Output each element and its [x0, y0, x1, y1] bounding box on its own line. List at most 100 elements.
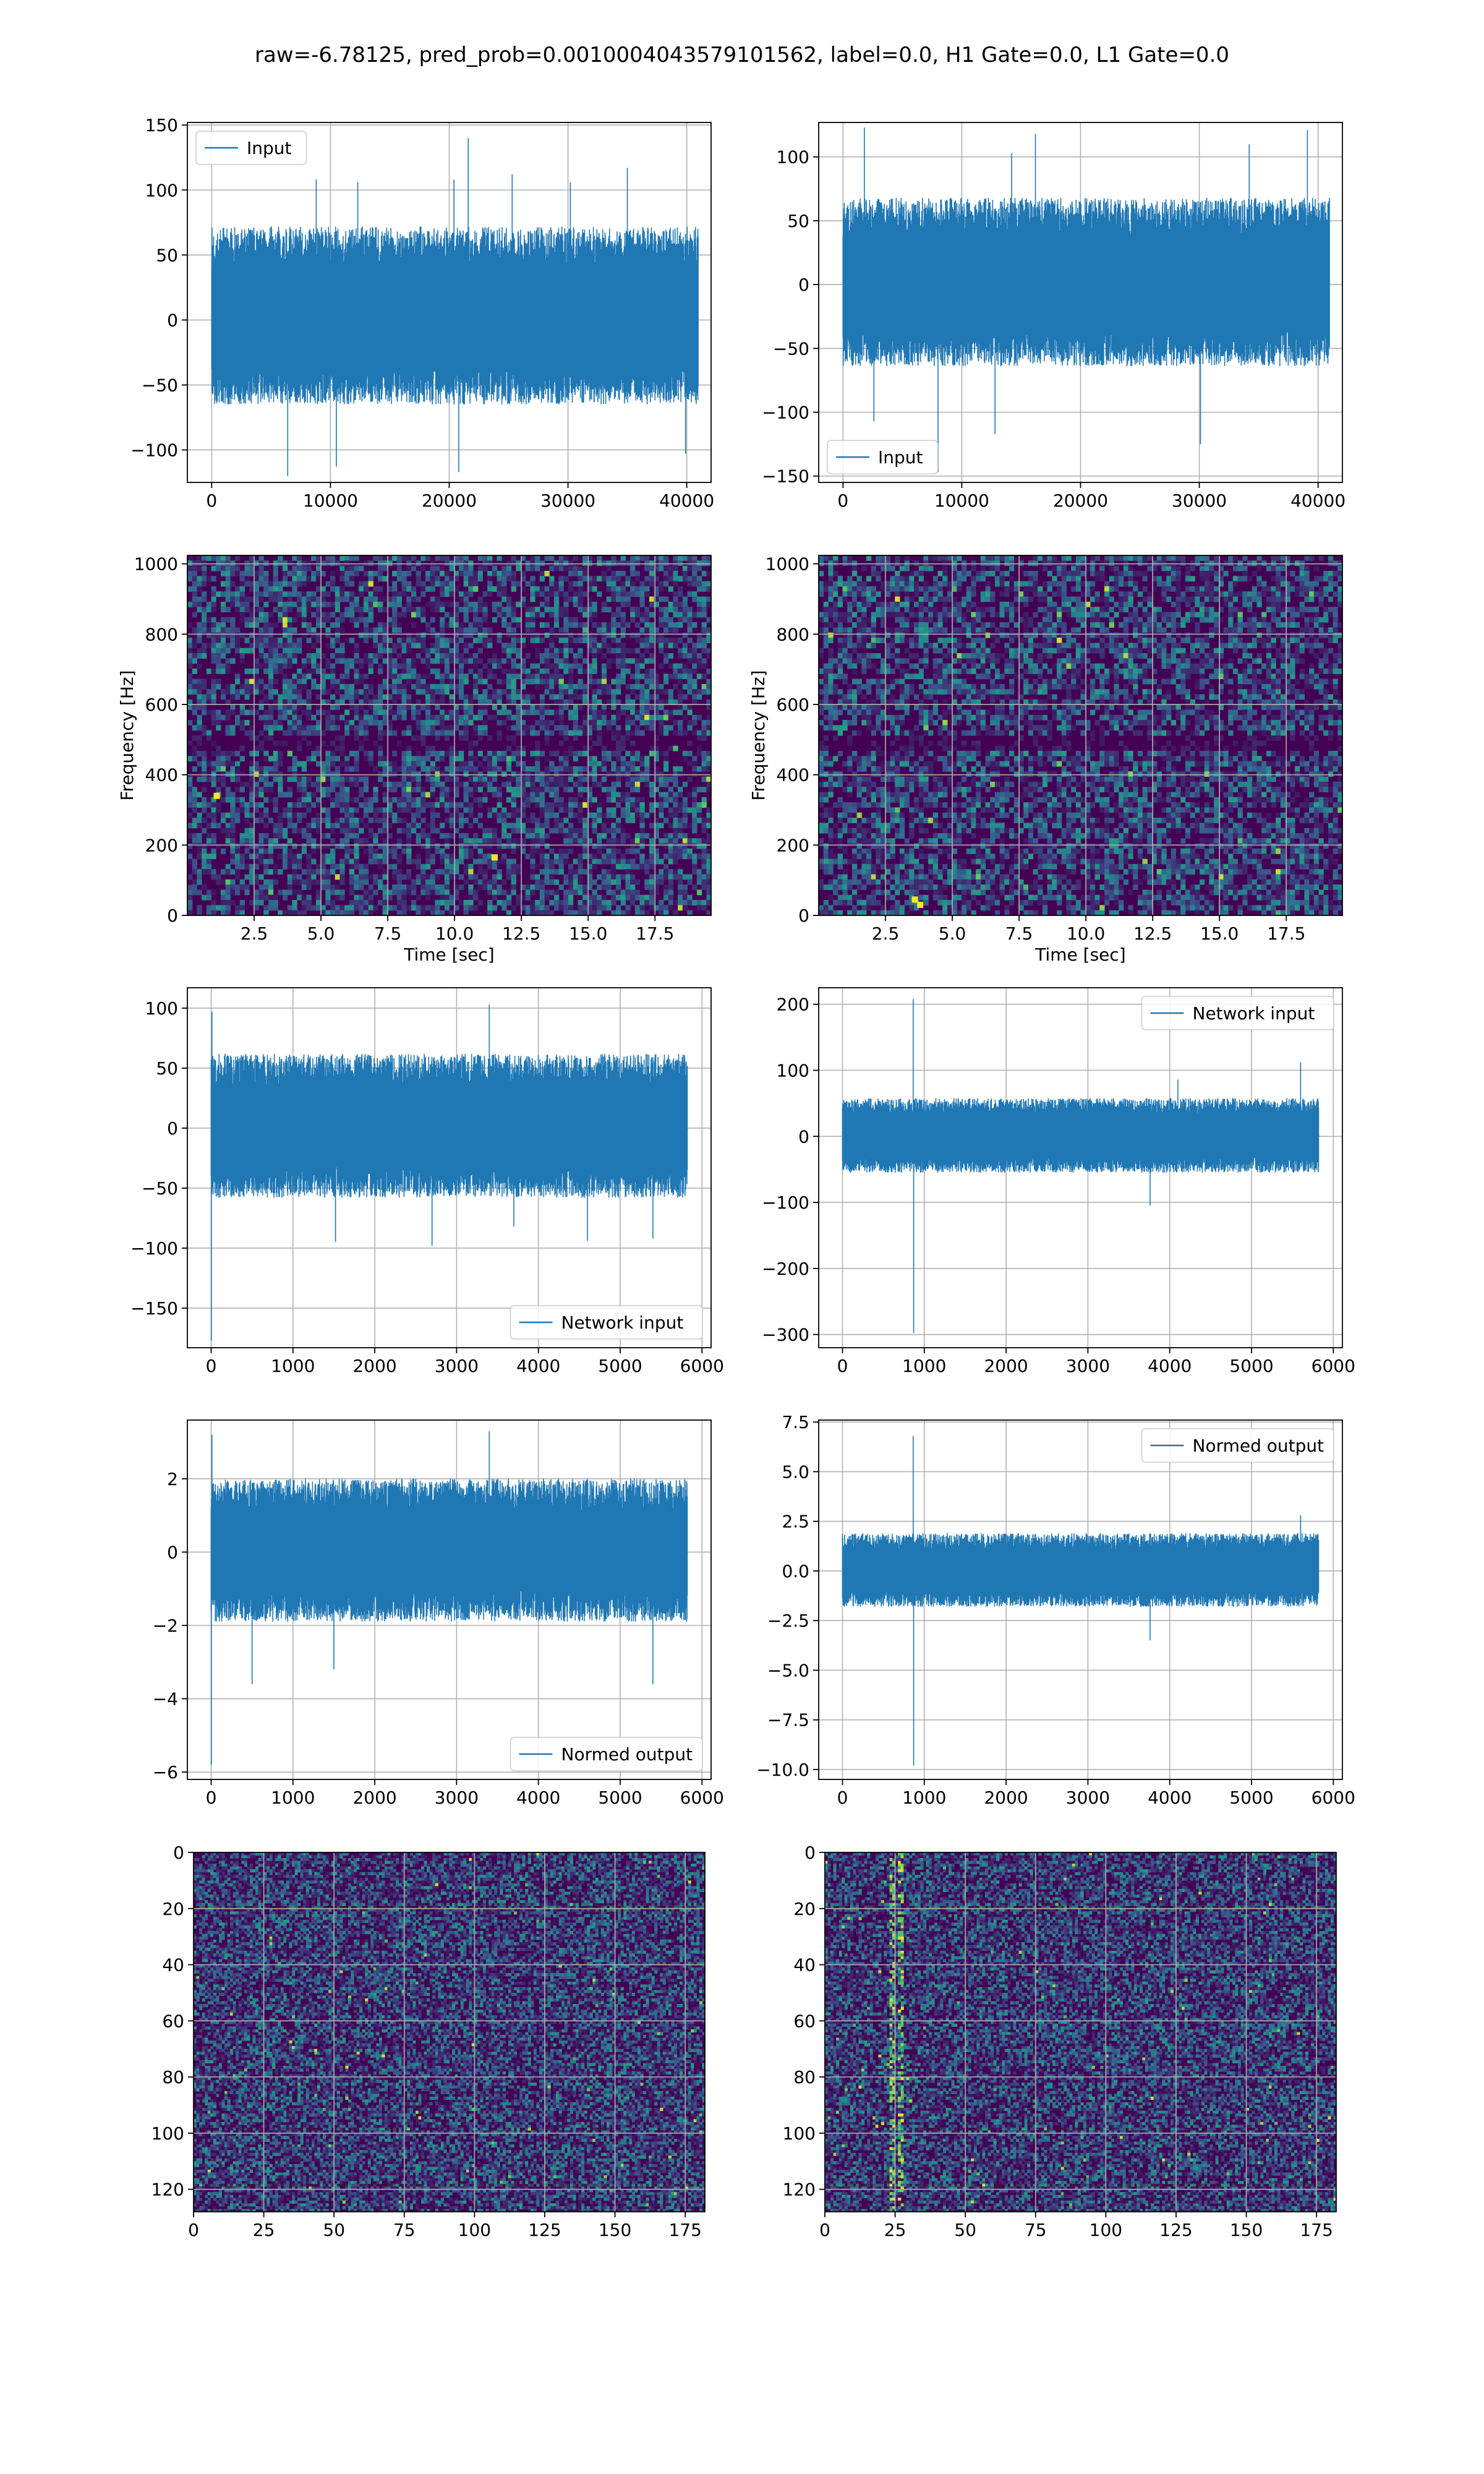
- legend-box: [827, 440, 939, 474]
- heatmap-cells: [194, 1852, 705, 2212]
- subplot-l1_network_input: 0 1000 2000 3000 4000 5000 6000 −300 −200 −100 0 10…: [762, 987, 1355, 1376]
- series-line-input: [842, 127, 1330, 473]
- x-axis-label: Time [sec]: [403, 944, 494, 965]
- hot-spot-0: [917, 901, 924, 908]
- y-tick-label: 200: [777, 995, 809, 1015]
- y-tick-label: −150: [130, 1298, 178, 1319]
- x-tick-label: 3000: [1066, 1356, 1110, 1376]
- y-tick-label: 60: [162, 2011, 184, 2031]
- x-tick-label: 10.0: [435, 923, 474, 944]
- subplot-l1_spectrogram: 2.5 5.0 7.5 10.0 12.5 15.0 17.5 0 200 400 600 800 10…: [748, 554, 1343, 965]
- y-axis: −150 −100 −50 0 50 100: [762, 147, 819, 487]
- heatmap-cells: [819, 555, 1342, 915]
- heatmap-cells: [187, 555, 711, 915]
- y-tick-label: −50: [773, 338, 809, 359]
- axes-frame: [193, 1852, 706, 2212]
- legend-label: Normed output: [1193, 1436, 1324, 1456]
- series-line-network-input: [210, 1004, 688, 1341]
- hot-spot-0: [491, 854, 498, 861]
- y-tick-label: 0: [167, 905, 178, 926]
- y-tick-label: 100: [145, 180, 178, 200]
- x-tick-label: 175: [668, 2220, 701, 2240]
- y-tick-label: 600: [777, 695, 809, 715]
- y-tick-label: 120: [783, 2180, 816, 2200]
- x-tick-label: 17.5: [1267, 923, 1305, 944]
- y-tick-label: 60: [793, 2011, 816, 2031]
- y-tick-label: 100: [777, 1060, 809, 1081]
- y-axis: −10.0 −7.5 −5.0 −2.5 0.0 2.5 5.0 7.5: [756, 1412, 819, 1780]
- x-tick-label: 3000: [435, 1787, 479, 1808]
- x-axis: 0 10000 20000 30000 40000: [206, 482, 714, 511]
- x-tick-label: 50: [954, 2220, 976, 2240]
- x-tick-label: 0: [837, 490, 848, 511]
- x-tick-label: 2000: [984, 1356, 1028, 1376]
- axes-frame: [824, 1852, 1337, 2212]
- series-line-input: [211, 138, 699, 476]
- x-tick-label: 0: [206, 1787, 217, 1808]
- y-tick-label: 600: [145, 695, 178, 715]
- plot-area: [187, 555, 711, 915]
- x-tick-label: 3000: [435, 1356, 479, 1376]
- plot-area: [819, 1420, 1342, 1779]
- series-line-normed-output: [842, 1436, 1320, 1766]
- figure-suptitle: raw=-6.78125, pred_prob=0.00100040435791…: [255, 43, 1229, 67]
- x-tick-label: 7.5: [1005, 923, 1033, 944]
- y-tick-label: −4: [153, 1689, 178, 1710]
- x-tick-label: 4000: [1148, 1356, 1192, 1376]
- legend-box: [510, 1305, 703, 1340]
- plot-area: [194, 1852, 705, 2212]
- x-tick-label: 0: [188, 2220, 199, 2240]
- y-tick-label: 0: [173, 1843, 184, 1863]
- x-tick-label: 30000: [1172, 490, 1227, 511]
- x-tick-label: 4000: [1148, 1787, 1192, 1808]
- y-axis: 0 20 40 60 80 100 120: [151, 1843, 194, 2200]
- grid: [819, 555, 1342, 915]
- y-tick-label: 2: [167, 1469, 178, 1489]
- grid: [187, 555, 711, 915]
- subplot-l1_input: 0 10000 20000 30000 40000 −150 −100 −50 0 50 100 In…: [762, 122, 1345, 511]
- legend: Normed output: [510, 1737, 703, 1771]
- subplot-l1_normed_output: 0 1000 2000 3000 4000 5000 6000 −10.0 −7.5 −5.0 −2…: [756, 1412, 1355, 1808]
- x-tick-label: 125: [528, 2220, 561, 2240]
- legend-label: Normed output: [561, 1744, 693, 1765]
- y-axis: 0 200 400 600 800 1000: [134, 554, 187, 926]
- legend: Network input: [1141, 996, 1334, 1030]
- x-tick-label: 17.5: [636, 923, 674, 944]
- x-tick-label: 4000: [516, 1787, 560, 1808]
- legend-box: [510, 1737, 703, 1771]
- legend-label: Network input: [1193, 1003, 1315, 1024]
- y-tick-label: 20: [162, 1899, 184, 1919]
- x-tick-label: 1000: [271, 1787, 315, 1808]
- y-tick-label: 7.5: [782, 1412, 809, 1432]
- y-tick-label: 20: [793, 1899, 816, 1919]
- x-tick-label: 5000: [1229, 1787, 1273, 1808]
- x-tick-label: 2000: [352, 1787, 396, 1808]
- y-axis: −6 −4 −2 0 2: [153, 1469, 187, 1783]
- x-tick-label: 25: [253, 2220, 275, 2240]
- grid: [819, 988, 1342, 1348]
- x-tick-label: 4000: [516, 1356, 560, 1376]
- x-tick-label: 1000: [902, 1787, 946, 1808]
- y-tick-label: 50: [156, 1058, 178, 1079]
- y-tick-label: 100: [151, 2123, 184, 2144]
- x-tick-label: 3000: [1066, 1787, 1110, 1808]
- x-tick-label: 10.0: [1067, 923, 1105, 944]
- legend-box: [1141, 1428, 1334, 1463]
- x-tick-label: 0: [837, 1356, 848, 1376]
- x-tick-label: 2000: [352, 1356, 396, 1376]
- plot-area: [819, 122, 1342, 482]
- x-tick-label: 25: [884, 2220, 906, 2240]
- x-axis-label: Time [sec]: [1034, 944, 1125, 965]
- subplot-h1_image: 0 25 50 75 100 125 150 175 0 20 40 60 80 100 120: [151, 1843, 706, 2240]
- x-axis: 2.5 5.0 7.5 10.0 12.5 15.0 17.5: [872, 915, 1305, 944]
- y-tick-label: 0: [167, 310, 178, 330]
- x-tick-label: 0: [819, 2220, 830, 2240]
- hot-spot-1: [213, 792, 220, 799]
- y-tick-label: 0: [167, 1542, 178, 1562]
- x-tick-label: 0: [837, 1787, 848, 1808]
- subplot-h1_normed_output: 0 1000 2000 3000 4000 5000 6000 −6 −4 −2 0 2 Normed …: [153, 1419, 724, 1808]
- y-tick-label: 80: [162, 2067, 184, 2087]
- y-tick-label: 0: [798, 1126, 809, 1147]
- legend-label: Network input: [561, 1312, 684, 1333]
- x-tick-label: 6000: [1311, 1356, 1355, 1376]
